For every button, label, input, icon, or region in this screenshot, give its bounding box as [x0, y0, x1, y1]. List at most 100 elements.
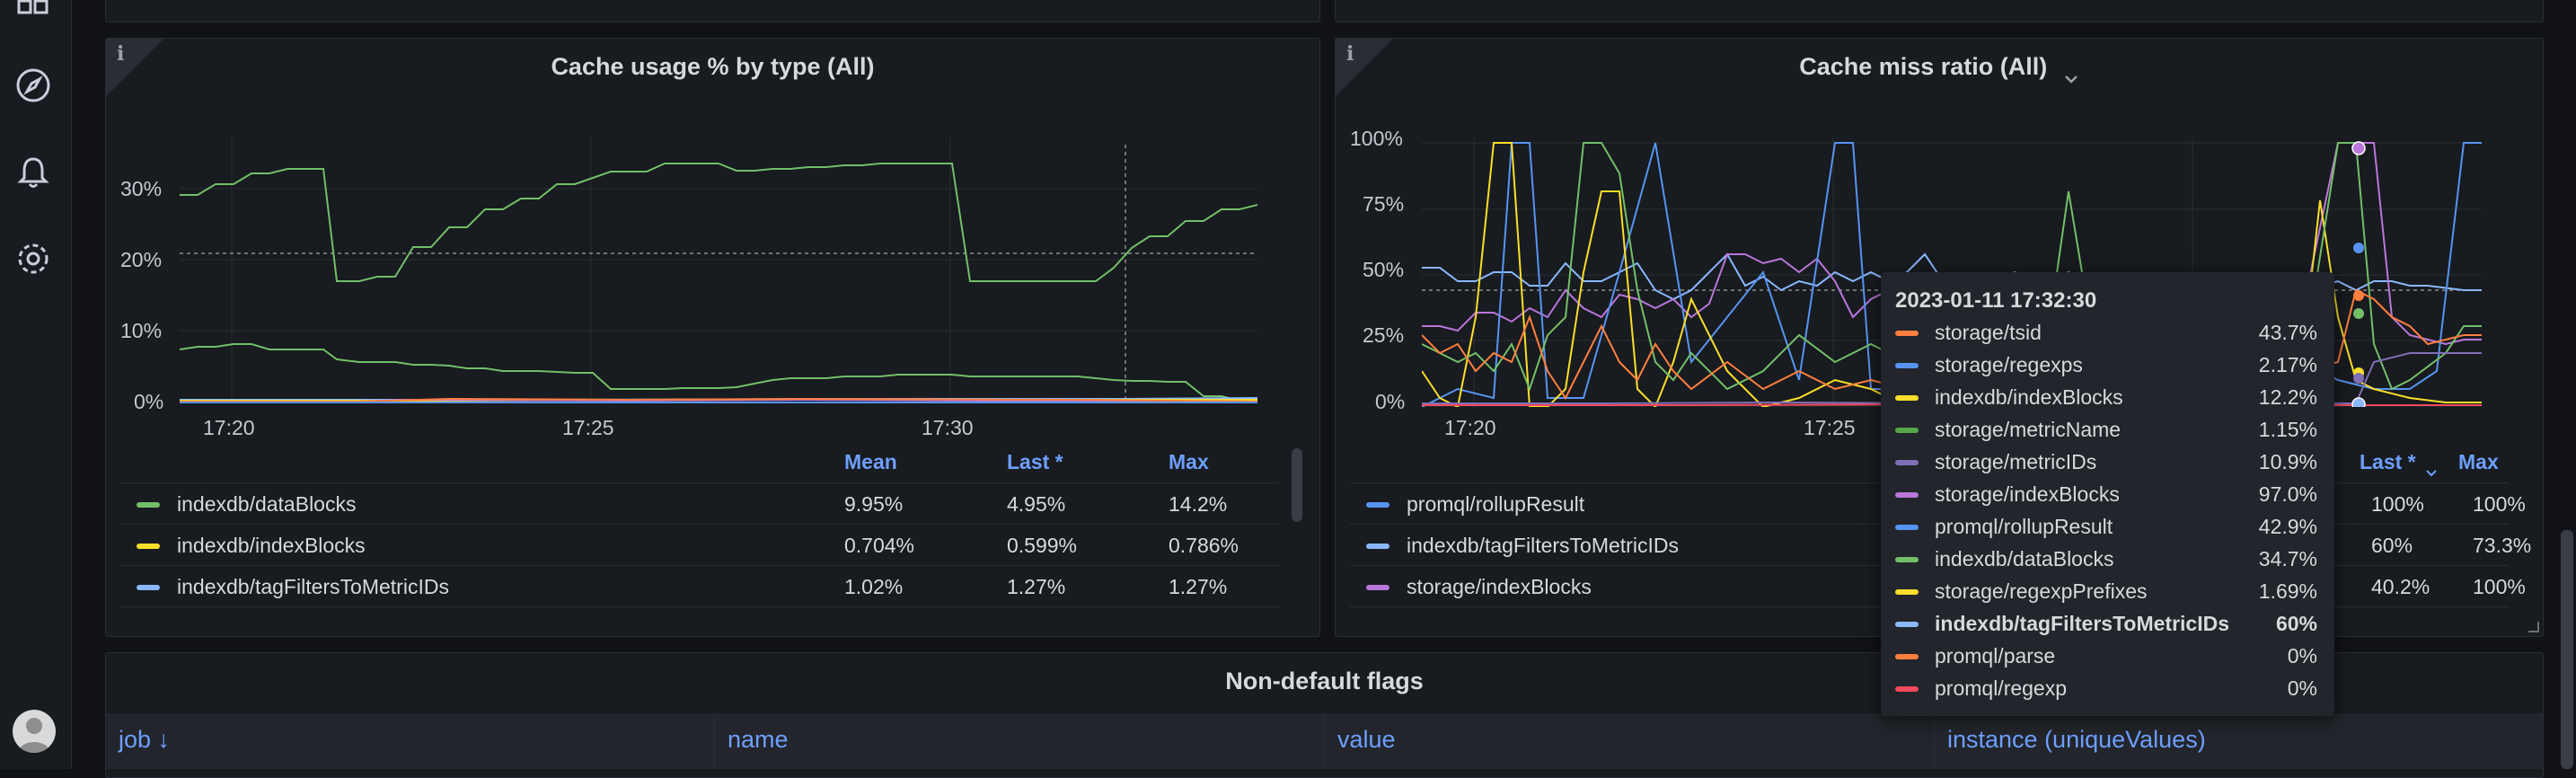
avatar[interactable] — [13, 710, 56, 753]
explore-icon[interactable] — [15, 67, 51, 103]
legend-row[interactable]: indexdb/indexBlocks 0.704% 0.599% 0.786% — [120, 524, 1279, 565]
series-mean: 1.02% — [844, 575, 904, 598]
tooltip-row: promql/rollupResult 42.9% — [1895, 511, 2317, 544]
tooltip-series-value: 1.15% — [2258, 418, 2317, 441]
tooltip-row: storage/regexpPrefixes 1.69% — [1895, 576, 2317, 608]
panel-title[interactable]: Non-default flags — [1225, 667, 1424, 694]
legend-row[interactable]: indexdb/dataBlocks 9.95% 4.95% 14.2% — [120, 482, 1279, 524]
tooltip-row: storage/metricName 1.15% — [1895, 414, 2317, 446]
column-header-label: name — [728, 726, 789, 753]
series-color-swatch — [1366, 544, 1389, 549]
series-max: 0.786% — [1169, 534, 1239, 557]
series-mean: 0.704% — [844, 534, 915, 557]
panel-title-text: Cache miss ratio (All) — [1799, 53, 2048, 80]
series-max: 73.3% — [2473, 534, 2532, 557]
page-scrollbar[interactable] — [2561, 530, 2573, 769]
panel-info-icon[interactable]: i — [1336, 39, 1393, 96]
column-header-label: job ↓ — [119, 726, 171, 753]
tooltip-series-value: 34.7% — [2258, 547, 2317, 570]
tooltip-row: promql/parse 0% — [1895, 641, 2317, 673]
legend-scrollbar[interactable] — [1292, 448, 1302, 522]
tooltip-row: indexdb/dataBlocks 34.7% — [1895, 544, 2317, 576]
y-tick-label: 75% — [1363, 192, 1405, 216]
settings-icon[interactable] — [15, 241, 51, 277]
y-tick-label: 20% — [120, 248, 163, 271]
tooltip-series-name: storage/regexpPrefixes — [1935, 579, 2148, 603]
legend-header-mean[interactable]: Mean — [844, 450, 897, 473]
legend-header-last[interactable]: Last * — [2360, 450, 2438, 477]
chevron-down-icon[interactable] — [2063, 63, 2079, 84]
panel-title[interactable]: Cache miss ratio (All) — [1336, 53, 2543, 84]
series-color-swatch — [1895, 654, 1919, 659]
series-color-swatch — [1895, 428, 1919, 433]
alerting-icon[interactable] — [15, 155, 51, 190]
legend-row-partial[interactable] — [120, 606, 1279, 636]
tooltip-series-name: promql/rollupResult — [1935, 515, 2113, 538]
y-tick-label: 25% — [1363, 323, 1405, 347]
series-last: 4.95% — [1007, 492, 1066, 516]
column-header-label: value — [1337, 726, 1396, 753]
y-tick-label: 100% — [1350, 127, 1403, 150]
legend-row[interactable]: indexdb/tagFiltersToMetricIDs 60% 73.3% — [1350, 524, 2531, 565]
series-name: promql/rollupResult — [1407, 492, 1585, 516]
tooltip-series-value: 2.17% — [2258, 353, 2317, 376]
tooltip-series-value: 10.9% — [2258, 450, 2317, 473]
x-tick-label: 17:20 — [203, 416, 255, 439]
chevron-down-icon — [2425, 459, 2438, 477]
series-color-swatch — [1895, 525, 1919, 530]
resize-handle-icon[interactable] — [2528, 622, 2539, 632]
tooltip-row-highlighted: indexdb/tagFiltersToMetricIDs 60% — [1895, 608, 2317, 641]
series-mean: 9.95% — [844, 492, 904, 516]
series-name: indexdb/dataBlocks — [177, 492, 357, 516]
y-tick-label: 30% — [120, 177, 163, 200]
column-header-value[interactable]: value — [1325, 713, 1935, 769]
series-name: indexdb/indexBlocks — [177, 534, 366, 557]
tooltip-series-value: 0% — [2287, 644, 2317, 667]
column-header-instance[interactable]: instance (uniqueValues) — [1935, 713, 2543, 769]
legend-header-max[interactable]: Max — [2458, 450, 2499, 473]
series-color-swatch — [1895, 557, 1919, 562]
y-tick-label: 50% — [1363, 258, 1405, 281]
x-tick-label: 17:30 — [922, 416, 974, 439]
series-color-swatch — [1895, 686, 1919, 692]
series-max: 100% — [2473, 575, 2526, 598]
top-panel-left — [105, 0, 1320, 22]
tooltip-series-value: 60% — [2275, 612, 2317, 635]
legend-header-last[interactable]: Last * — [1007, 450, 1063, 473]
dashboards-icon[interactable] — [15, 0, 51, 29]
series-color-swatch — [1895, 395, 1919, 401]
column-header-job[interactable]: job ↓ — [106, 713, 715, 769]
tooltip-series-name: storage/metricName — [1935, 418, 2122, 441]
y-tick-label: 0% — [134, 390, 164, 413]
tooltip-series-name: promql/regexp — [1935, 676, 2068, 700]
tooltip-row: storage/regexps 2.17% — [1895, 349, 2317, 382]
graph-tooltip: 2023-01-11 17:32:30 storage/tsid 43.7% st… — [1881, 272, 2334, 716]
tooltip-row: storage/tsid 43.7% — [1895, 317, 2317, 349]
series-color-swatch — [1366, 585, 1389, 590]
tooltip-series-name: indexdb/indexBlocks — [1935, 385, 2123, 409]
tooltip-row: promql/regexp 0% — [1895, 673, 2317, 705]
x-tick-label: 17:25 — [562, 416, 614, 439]
tooltip-series-value: 42.9% — [2258, 515, 2317, 538]
tooltip-series-value: 1.69% — [2258, 579, 2317, 603]
series-color-swatch — [1895, 622, 1919, 627]
x-tick-label: 17:25 — [1804, 416, 1856, 439]
panel-title[interactable]: Cache usage % by type (All) — [551, 53, 875, 80]
series-color-swatch — [1895, 589, 1919, 595]
legend-header-max[interactable]: Max — [1169, 450, 1209, 473]
y-tick-label: 10% — [120, 319, 163, 342]
x-tick-label: 17:20 — [1444, 416, 1496, 439]
panel-info-icon[interactable]: i — [106, 39, 163, 96]
tooltip-series-name: storage/tsid — [1935, 321, 2042, 344]
series-color-swatch — [1895, 460, 1919, 465]
cache-usage-plot[interactable] — [180, 137, 1284, 443]
tooltip-series-name: indexdb/dataBlocks — [1935, 547, 2114, 570]
legend-row[interactable]: indexdb/tagFiltersToMetricIDs 1.02% 1.27… — [120, 565, 1279, 606]
tooltip-series-name: promql/parse — [1935, 644, 2056, 667]
series-color-swatch — [137, 585, 160, 590]
series-color-swatch — [137, 544, 160, 549]
tooltip-row: indexdb/indexBlocks 12.2% — [1895, 382, 2317, 414]
tooltip-series-name: storage/regexps — [1935, 353, 2083, 376]
column-header-name[interactable]: name — [715, 713, 1325, 769]
series-name: indexdb/tagFiltersToMetricIDs — [177, 575, 449, 598]
